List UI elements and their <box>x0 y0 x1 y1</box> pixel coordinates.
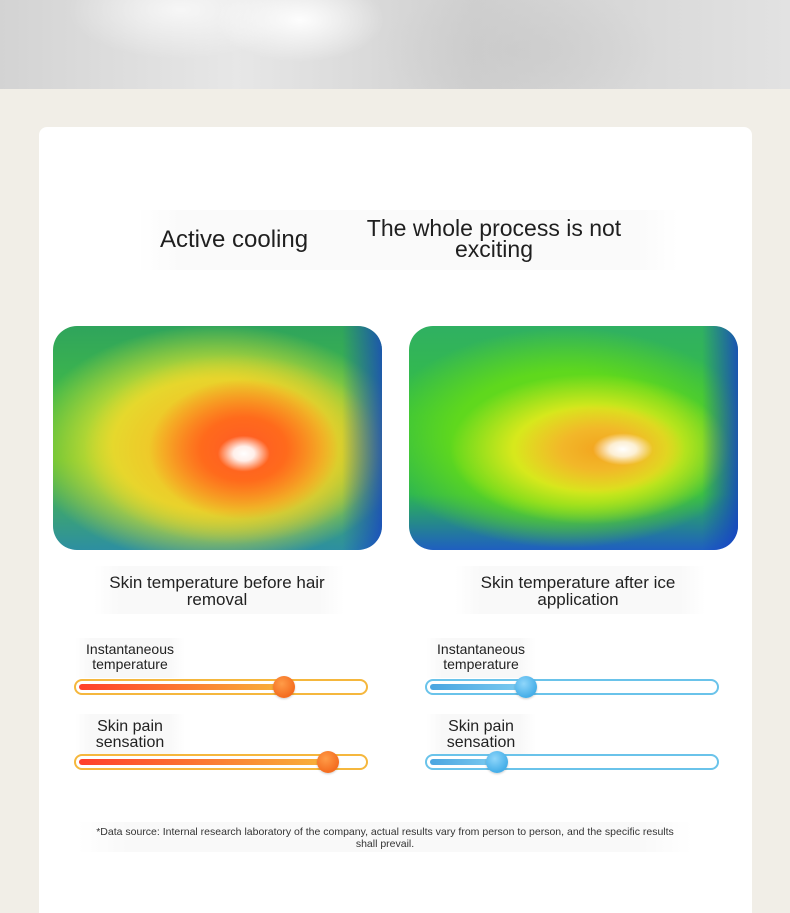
slider-label-instantaneous-temperature-after: Instantaneous temperature <box>437 641 525 672</box>
headline-active-cooling: Active cooling <box>160 226 309 253</box>
footnote-data-source: *Data source: Internal research laborato… <box>96 826 674 850</box>
slider-fill-temperature-before <box>79 684 287 690</box>
slider-fill-pain-before <box>79 759 330 765</box>
slider-fill-temperature-after <box>430 684 528 690</box>
slider-fill-pain-after <box>430 759 500 765</box>
label-background <box>426 638 536 678</box>
slider-track-pain-before <box>74 754 368 770</box>
label-background <box>75 638 185 678</box>
slider-knob-pain-after <box>486 751 509 773</box>
footnote-background <box>78 822 692 852</box>
slider-label-instantaneous-temperature-before: Instantaneous temperature <box>86 641 174 672</box>
thermal-image-before <box>53 326 382 550</box>
slider-knob-temperature-before <box>273 676 296 698</box>
slider-label-skin-pain-after: Skin pain sensation <box>446 718 516 751</box>
slider-knob-temperature-after <box>514 676 537 698</box>
headline-process-text: The whole process is not exciting <box>366 215 622 262</box>
hero-water-splash-image <box>0 0 790 89</box>
slider-track-temperature-after <box>425 679 719 695</box>
caption-background-after <box>455 566 705 614</box>
caption-before: Skin temperature before hair removal <box>109 573 325 609</box>
caption-background-before <box>94 566 344 614</box>
slider-track-pain-after <box>425 754 719 770</box>
thermal-image-after <box>409 326 738 550</box>
label-background <box>426 714 536 754</box>
slider-track-temperature-before <box>74 679 368 695</box>
headline-banner <box>138 210 678 270</box>
label-background <box>75 714 185 754</box>
slider-label-skin-pain-before: Skin pain sensation <box>95 718 165 751</box>
slider-knob-pain-before <box>316 751 339 773</box>
caption-after: Skin temperature after ice application <box>480 573 676 609</box>
